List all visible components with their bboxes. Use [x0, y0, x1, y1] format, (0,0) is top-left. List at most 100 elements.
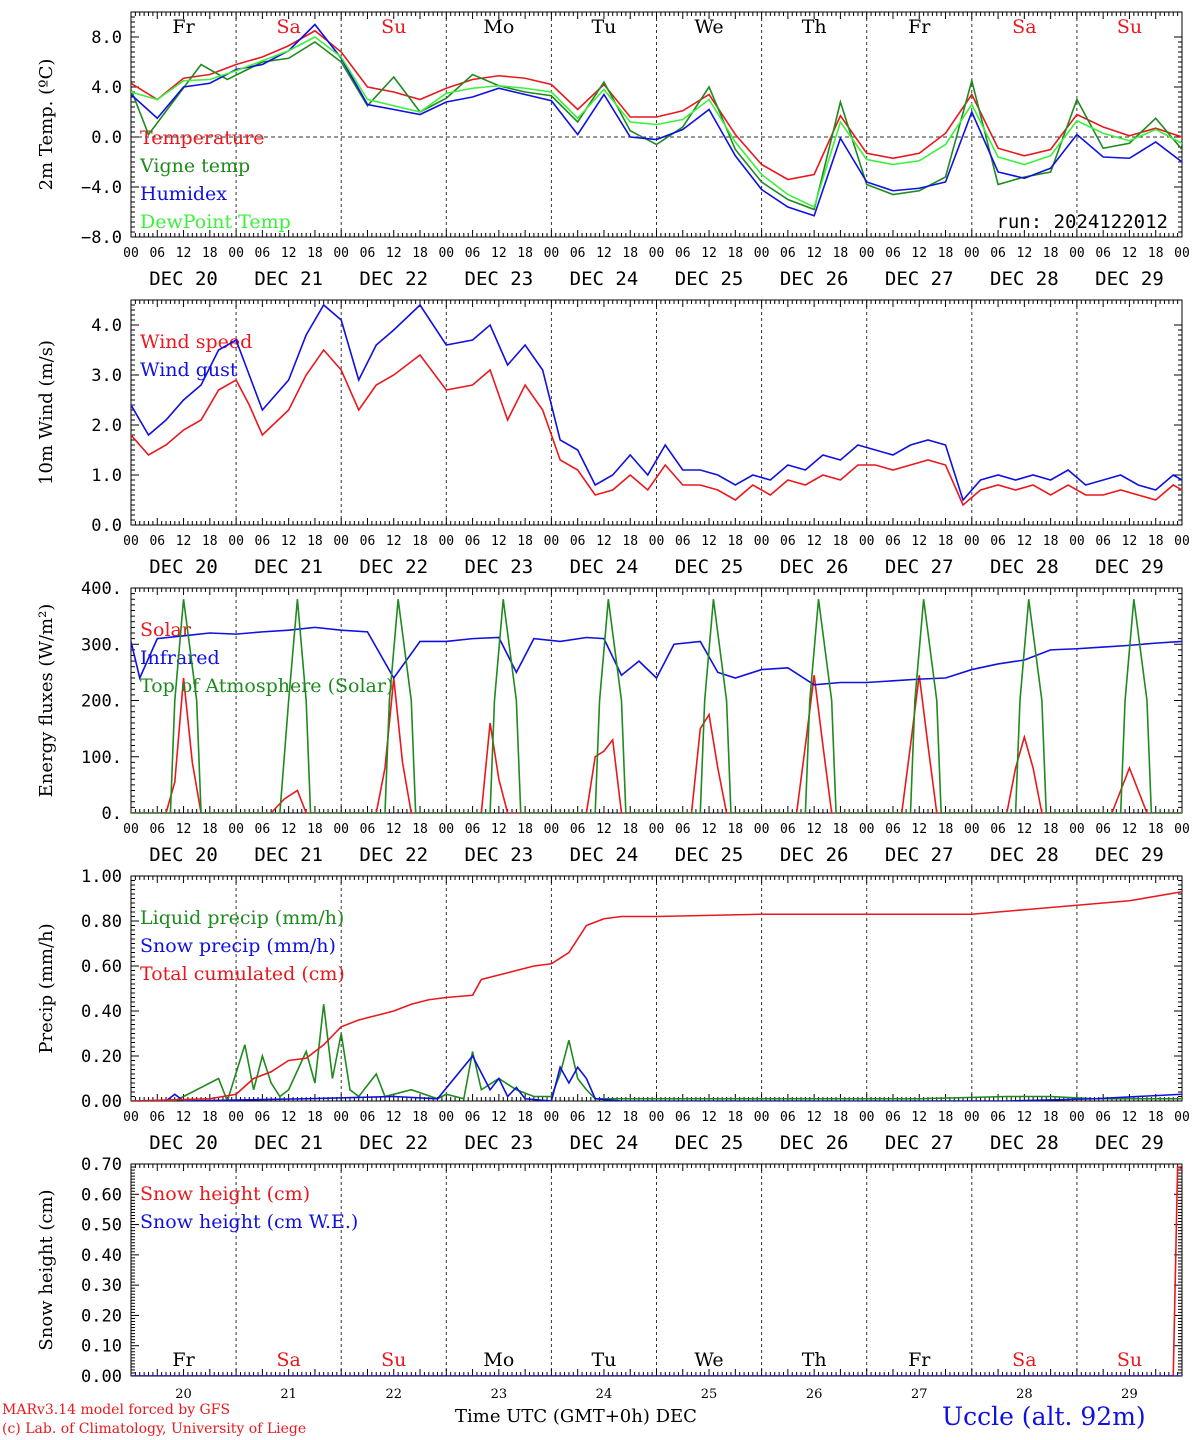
hour-tick-label: 00: [649, 246, 665, 261]
hour-tick-label: 00: [964, 1110, 980, 1125]
hour-tick-label: 12: [281, 822, 297, 837]
hour-tick-label: 12: [1017, 534, 1033, 549]
day-label: DEC 29: [1095, 268, 1164, 290]
day-label: DEC 26: [780, 556, 849, 578]
series-line: [131, 599, 1182, 813]
hour-tick-label: 18: [517, 1110, 533, 1125]
hour-tick-label: 06: [255, 246, 271, 261]
day-label: DEC 22: [359, 1132, 428, 1154]
hour-tick-label: 18: [202, 822, 218, 837]
hour-tick-label: 12: [386, 822, 402, 837]
legend-entry: Wind gust: [140, 359, 238, 381]
hour-tick-label: 00: [333, 1110, 349, 1125]
hour-tick-label: 12: [596, 534, 612, 549]
series-line: [131, 1004, 1182, 1101]
hour-tick-label: 18: [202, 534, 218, 549]
hour-tick-label: 06: [990, 246, 1006, 261]
series-line: [131, 890, 1182, 1101]
series-line: [131, 348, 1182, 507]
hour-tick-label: 12: [176, 246, 192, 261]
day-label: DEC 23: [465, 268, 534, 290]
day-label: DEC 28: [990, 556, 1059, 578]
hour-tick-label: 00: [228, 822, 244, 837]
hour-tick-label: 18: [938, 534, 954, 549]
hour-tick-label: 18: [727, 246, 743, 261]
hour-tick-label: 00: [859, 534, 875, 549]
hour-tick-label: 00: [859, 1110, 875, 1125]
hour-tick-label: 12: [491, 534, 507, 549]
day-label: DEC 24: [570, 268, 639, 290]
y-axis-label: 2m Temp. (ºC): [36, 59, 57, 191]
hour-tick-label: 18: [938, 246, 954, 261]
y-tick-label: 3.0: [91, 366, 122, 386]
day-label: DEC 28: [990, 1132, 1059, 1154]
hour-tick-label: 06: [570, 246, 586, 261]
day-label: DEC 26: [780, 268, 849, 290]
hour-tick-label: 00: [438, 1110, 454, 1125]
hour-tick-label: 00: [123, 822, 139, 837]
day-label: DEC 24: [570, 1132, 639, 1154]
hour-tick-label: 18: [202, 1110, 218, 1125]
hour-tick-label: 06: [570, 822, 586, 837]
hour-tick-label: 18: [833, 1110, 849, 1125]
legend-entry: Solar: [140, 619, 192, 641]
day-label: DEC 21: [254, 844, 323, 866]
hour-tick-label: 12: [281, 1110, 297, 1125]
day-label: DEC 29: [1095, 844, 1164, 866]
hour-tick-label: 18: [1148, 534, 1164, 549]
hour-tick-label: 12: [1017, 1110, 1033, 1125]
hour-tick-label: 06: [465, 1110, 481, 1125]
day-label: DEC 21: [254, 268, 323, 290]
weekday-label: Fr: [908, 16, 931, 38]
day-label: DEC 25: [675, 268, 744, 290]
panel-frame: [130, 299, 1183, 526]
day-label: DEC 23: [465, 844, 534, 866]
hour-tick-label: 12: [1017, 246, 1033, 261]
legend-entry: Snow height (cm): [140, 1183, 310, 1205]
legend-entry: Vigne temp: [139, 155, 250, 177]
hour-tick-label: 06: [780, 822, 796, 837]
day-number-label: 24: [596, 1387, 613, 1402]
hour-tick-label: 00: [333, 534, 349, 549]
hour-tick-label: 00: [544, 822, 560, 837]
hour-tick-label: 06: [465, 246, 481, 261]
legend-entry: Humidex: [140, 183, 227, 205]
day-label: DEC 20: [149, 556, 218, 578]
hour-tick-label: 12: [806, 822, 822, 837]
hour-tick-label: 06: [1095, 1110, 1111, 1125]
y-tick-label: 400.: [81, 579, 122, 599]
hour-tick-label: 00: [123, 1110, 139, 1125]
hour-tick-label: 12: [491, 822, 507, 837]
y-tick-label: 0.80: [81, 912, 122, 932]
hour-tick-label: 00: [649, 534, 665, 549]
hour-tick-label: 12: [911, 246, 927, 261]
day-number-label: 23: [491, 1387, 508, 1402]
day-number-label: 20: [175, 1387, 192, 1402]
y-tick-label: −8.0: [81, 228, 122, 248]
hour-tick-label: 12: [911, 822, 927, 837]
hour-tick-label: 18: [727, 822, 743, 837]
hour-tick-label: 12: [701, 534, 717, 549]
y-tick-label: 100.: [81, 748, 122, 768]
hour-tick-label: 00: [544, 534, 560, 549]
day-label: DEC 24: [570, 556, 639, 578]
hour-tick-label: 12: [806, 534, 822, 549]
hour-tick-label: 12: [596, 822, 612, 837]
weekday-label: Sa: [1012, 16, 1036, 38]
hour-tick-label: 18: [622, 822, 638, 837]
day-label: DEC 20: [149, 844, 218, 866]
hour-tick-label: 12: [806, 246, 822, 261]
y-tick-label: 300.: [81, 635, 122, 655]
y-tick-label: 0.20: [81, 1306, 122, 1326]
hour-tick-label: 18: [1043, 822, 1059, 837]
hour-tick-label: 00: [1174, 246, 1190, 261]
hour-tick-label: 12: [386, 534, 402, 549]
hour-tick-label: 00: [228, 1110, 244, 1125]
y-axis-label: Snow height (cm): [36, 1189, 57, 1350]
weekday-label: Fr: [172, 16, 195, 38]
hour-tick-label: 00: [1069, 534, 1085, 549]
hour-tick-label: 18: [517, 822, 533, 837]
legend-entry: Snow height (cm W.E.): [140, 1211, 358, 1233]
hour-tick-label: 00: [649, 1110, 665, 1125]
hour-tick-label: 00: [438, 246, 454, 261]
